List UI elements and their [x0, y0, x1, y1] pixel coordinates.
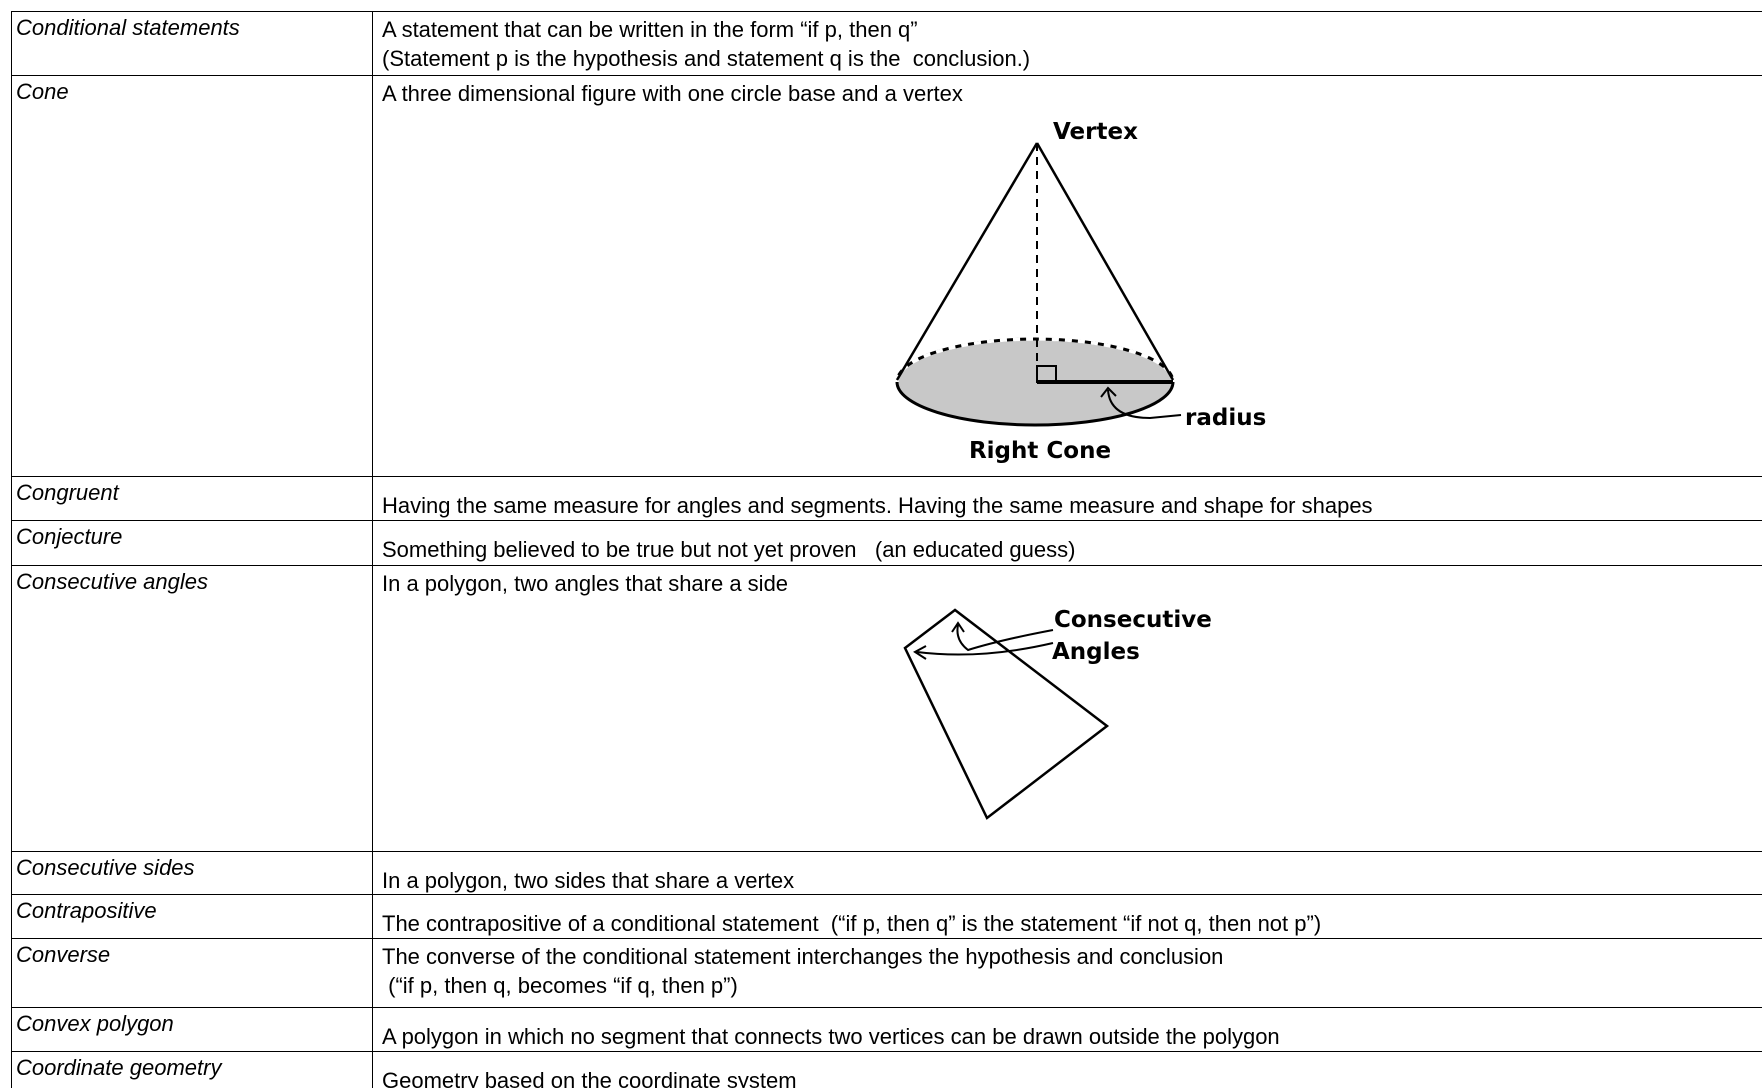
definition-line: The contrapositive of a conditional stat…	[382, 911, 1322, 936]
term: Contrapositive	[11, 895, 373, 938]
definition: The converse of the conditional statemen…	[373, 939, 1762, 1000]
figure-label: radius	[1185, 405, 1266, 431]
definition: In a polygon, two angles that share a si…	[373, 566, 1762, 598]
table-row: Cone A three dimensional figure with one …	[11, 75, 1762, 476]
figure-label: Consecutive	[1054, 607, 1212, 633]
table-row: Conjecture Something believed to be true …	[11, 520, 1762, 565]
term: Convex polygon	[11, 1008, 373, 1051]
radius-pointer	[1100, 386, 1182, 420]
table-row: Consecutive angles In a polygon, two angl…	[11, 565, 1762, 851]
cone-side	[1035, 142, 1175, 381]
definition-line: A three dimensional figure with one circ…	[382, 81, 963, 106]
table-row: Consecutive sides In a polygon, two sides…	[11, 851, 1762, 894]
definition-line: In a polygon, two sides that share a ver…	[382, 868, 795, 893]
definition: A polygon in which no segment that conne…	[373, 1008, 1762, 1051]
term: Conditional statements	[11, 12, 373, 75]
definition: In a polygon, two sides that share a ver…	[373, 852, 1762, 895]
table-row: Congruent Having the same measure for ang…	[11, 476, 1762, 520]
table-row: Coordinate geometry Geometry based on the…	[11, 1051, 1762, 1088]
definition: Having the same measure for angles and s…	[373, 477, 1762, 520]
figure-label: Vertex	[1053, 119, 1138, 145]
definition-line: In a polygon, two angles that share a si…	[382, 571, 789, 596]
quadrilateral	[903, 608, 1110, 820]
definition: Geometry based on the coordinate system	[373, 1052, 1762, 1088]
table-row: Convex polygon A polygon in which no segm…	[11, 1007, 1762, 1051]
cone-base-dash	[895, 337, 1175, 383]
definition-line: Geometry based on the coordinate system	[382, 1068, 797, 1088]
figure-label: Right Cone	[969, 438, 1111, 464]
term: Cone	[11, 76, 373, 476]
angle-pointer	[913, 642, 1054, 660]
definition: The contrapositive of a conditional stat…	[373, 895, 1762, 938]
term: Coordinate geometry	[11, 1052, 373, 1088]
table-row: Conditional statements A statement that c…	[11, 11, 1762, 75]
figure-label: Angles	[1052, 639, 1140, 665]
term: Converse	[11, 939, 373, 1007]
definition-line: (“if p, then q, becomes “if q, then p”)	[382, 973, 738, 998]
table-row: Contrapositive The contrapositive of a co…	[11, 894, 1762, 938]
cone-side	[895, 142, 1039, 381]
definition: A three dimensional figure with one circ…	[373, 76, 1762, 108]
term: Conjecture	[11, 521, 373, 565]
term: Consecutive sides	[11, 852, 373, 894]
definition-line: A polygon in which no segment that conne…	[382, 1024, 1280, 1049]
definition-line: Something believed to be true but not ye…	[382, 537, 1076, 562]
table-row: Converse The converse of the conditional …	[11, 938, 1762, 1007]
definition-line: Having the same measure for angles and s…	[382, 493, 1373, 518]
definition-line: A statement that can be written in the f…	[382, 17, 918, 42]
definition-line: The converse of the conditional statemen…	[382, 944, 1224, 969]
term: Consecutive angles	[11, 566, 373, 851]
definition-line: (Statement p is the hypothesis and state…	[382, 46, 1031, 71]
definition: A statement that can be written in the f…	[373, 12, 1762, 73]
term: Congruent	[11, 477, 373, 520]
definition: Something believed to be true but not ye…	[373, 521, 1762, 564]
angle-pointer	[951, 621, 1054, 652]
